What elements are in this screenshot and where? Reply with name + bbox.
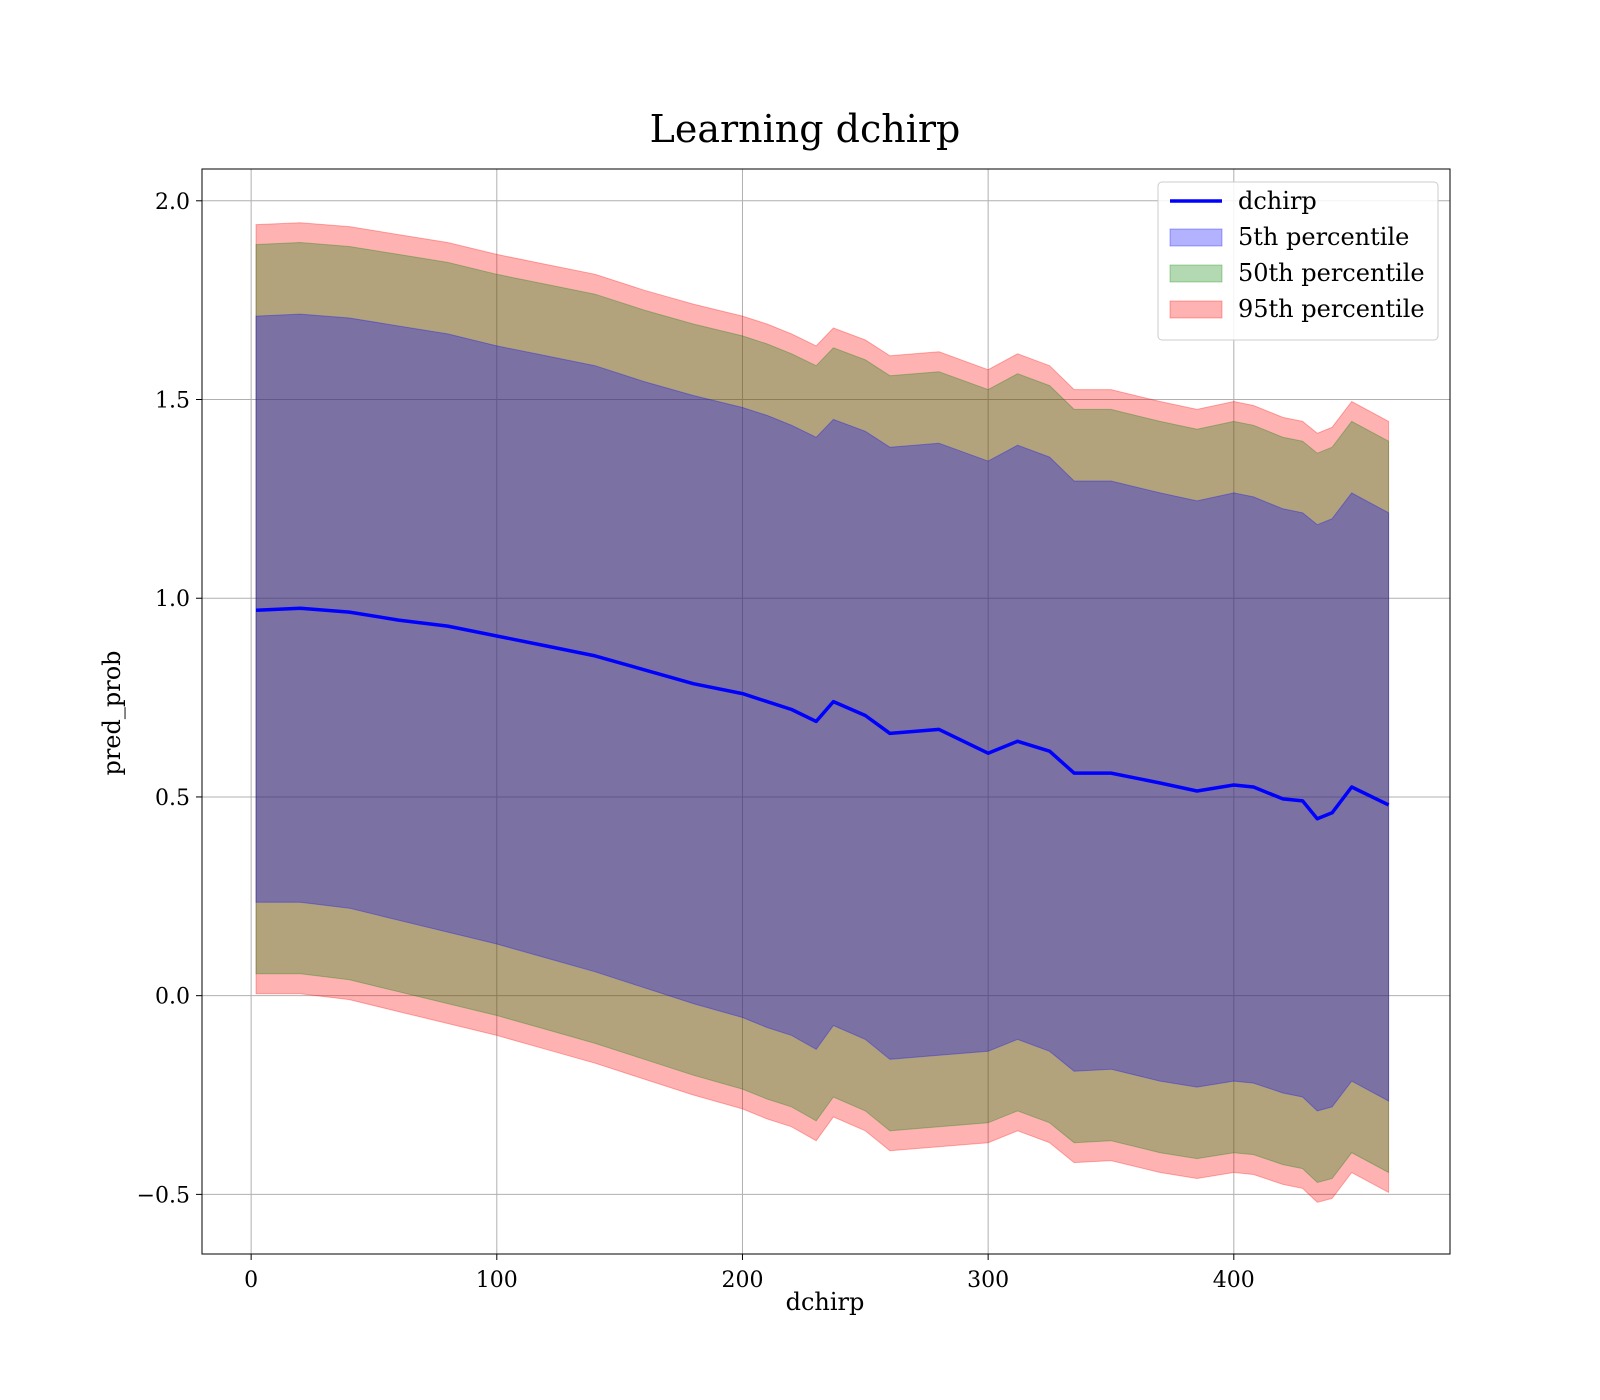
grid bbox=[202, 169, 1450, 1254]
x-tick-label: 400 bbox=[1213, 1268, 1255, 1293]
legend-swatch-95th-percentile bbox=[1169, 300, 1223, 319]
line-dchirp bbox=[255, 606, 1390, 821]
x-tick-label: 100 bbox=[476, 1268, 518, 1293]
x-axis-ticks: 0 100 200 300 400 bbox=[244, 1254, 1255, 1293]
x-tick-label: 200 bbox=[721, 1268, 763, 1293]
x-axis-label: dchirp bbox=[786, 1288, 865, 1316]
y-axis-ticks: −0.5 0.0 0.5 1.0 1.5 2.0 bbox=[137, 190, 202, 1208]
legend-swatch-5th-percentile bbox=[1169, 228, 1223, 247]
y-tick-label: 1.5 bbox=[155, 389, 190, 414]
y-tick-label: 0.5 bbox=[155, 786, 190, 811]
y-axis-label: pred_prob bbox=[98, 650, 126, 775]
legend-label-dchirp: dchirp bbox=[1238, 187, 1317, 215]
legend-swatch-50th-percentile bbox=[1169, 264, 1223, 283]
y-tick-label: 0.0 bbox=[155, 985, 190, 1010]
x-tick-label: 300 bbox=[967, 1268, 1009, 1293]
legend-label-5th-percentile: 5th percentile bbox=[1238, 223, 1409, 251]
y-tick-label: 2.0 bbox=[155, 190, 190, 215]
y-tick-label: −0.5 bbox=[137, 1183, 190, 1208]
legend-box bbox=[1157, 181, 1439, 341]
plot-frame bbox=[201, 168, 1451, 1255]
legend: dchirp 5th percentile 50th percentile 95th … bbox=[1157, 181, 1439, 341]
series-lines bbox=[255, 606, 1390, 821]
legend-label-95th-percentile: 95th percentile bbox=[1238, 295, 1425, 323]
x-tick-label: 0 bbox=[244, 1268, 258, 1293]
chart-title: Learning dchirp bbox=[650, 107, 961, 151]
y-tick-label: 1.0 bbox=[155, 587, 190, 612]
legend-label-50th-percentile: 50th percentile bbox=[1238, 259, 1425, 287]
